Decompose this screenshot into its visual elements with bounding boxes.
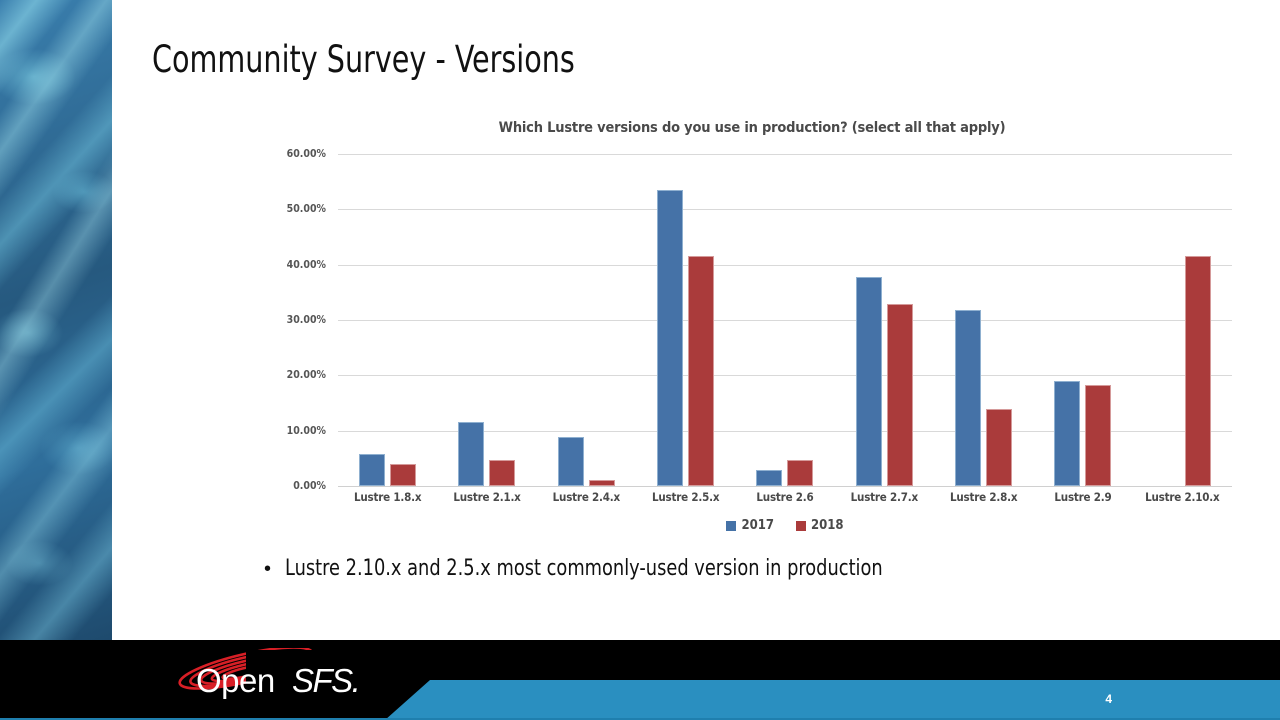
legend-swatch-icon [726,520,737,531]
x-axis-labels: Lustre 1.8.x Lustre 2.1.x Lustre 2.4.x Lust… [338,490,1232,504]
bar-group [1133,154,1232,486]
opensfs-logo: Open SFS. [160,646,420,710]
bullet-marker-icon: • [264,558,272,580]
bar-2018 [489,460,516,486]
y-axis-tick: 0.00% [293,480,326,492]
bar-chart: Which Lustre versions do you use in prod… [272,118,1232,558]
bar-group [835,154,934,486]
gridline [338,154,1232,155]
bar-2018 [886,303,913,486]
bar-2017 [756,469,783,486]
svg-text:SFS.: SFS. [292,662,359,699]
gridline [338,430,1232,432]
bar-2017 [458,421,485,486]
bar-2018 [688,256,715,486]
bar-group [636,154,735,486]
gridline [338,209,1232,211]
bar-group [735,154,834,486]
bar-2018 [588,480,615,486]
bullet-text: Lustre 2.10.x and 2.5.x most commonly-us… [285,556,883,581]
x-axis-label: Lustre 2.1.x [453,490,521,504]
bar-group [934,154,1033,486]
x-axis-label: Lustre 2.7.x [850,490,919,504]
x-axis-label: Lustre 1.8.x [354,490,422,504]
decorative-water-sidebar [0,0,112,640]
gridline [338,264,1232,266]
bar-2018 [986,408,1013,486]
bar-2017 [359,453,386,486]
gridline [338,320,1232,321]
footer-bottom-edge [0,718,1280,720]
bullet-list-item: • Lustre 2.10.x and 2.5.x most commonly-… [264,556,949,581]
bar-group [537,154,636,486]
bar-group [1033,154,1132,486]
legend-item: 2018 [796,518,844,533]
x-axis-label: Lustre 2.9 [1054,490,1112,504]
x-axis-label: Lustre 2.6 [756,490,814,504]
bar-2017 [955,309,982,486]
y-axis: 0.00% 10.00% 20.00% 30.00% 40.00% 50.00% 60.00… [272,148,332,492]
chart-title: Which Lustre versions do you use in prod… [498,120,1006,136]
bar-2018 [1184,256,1211,486]
bar-2017 [1054,380,1081,486]
x-axis-label: Lustre 2.8.x [949,490,1018,504]
y-axis-tick: 60.00% [286,148,326,160]
bar-2017 [855,276,882,486]
bar-group [338,154,437,486]
page-title: Community Survey - Versions [152,38,575,81]
bar-2018 [787,460,814,486]
chart-legend: 2017 2018 [338,518,1232,533]
y-axis-tick: 50.00% [286,203,326,216]
x-axis-label: Lustre 2.4.x [552,490,621,504]
chart-plot-area: 0.00% 10.00% 20.00% 30.00% 40.00% 50.00% 60.00… [272,148,1232,533]
bar-2017 [557,437,584,486]
slide-footer: Open SFS. 4 [0,640,1280,720]
y-axis-tick: 10.00% [286,424,326,437]
y-axis-tick: 20.00% [286,369,326,382]
y-axis-tick: 40.00% [286,258,326,271]
legend-item: 2017 [726,518,774,533]
bar-group [437,154,536,486]
legend-swatch-icon [796,520,806,531]
plot-canvas [338,154,1232,487]
gridline [338,375,1232,377]
page-number: 4 [1105,692,1112,706]
bar-2018 [1085,385,1112,486]
bar-2017 [657,189,684,486]
x-axis-label: Lustre 2.10.x [1145,490,1220,504]
opensfs-logo-graphic: Open SFS. [178,646,371,699]
gridline [338,486,1232,487]
x-axis-label: Lustre 2.5.x [651,490,720,504]
bar-2018 [390,464,417,486]
legend-label: 2018 [811,518,844,533]
y-axis-tick: 30.00% [286,314,326,326]
legend-label: 2017 [741,518,774,533]
bar-series-container [338,154,1232,486]
svg-text:Open: Open [196,662,275,699]
slide-content: Community Survey - Versions Which Lustre… [112,0,1280,640]
